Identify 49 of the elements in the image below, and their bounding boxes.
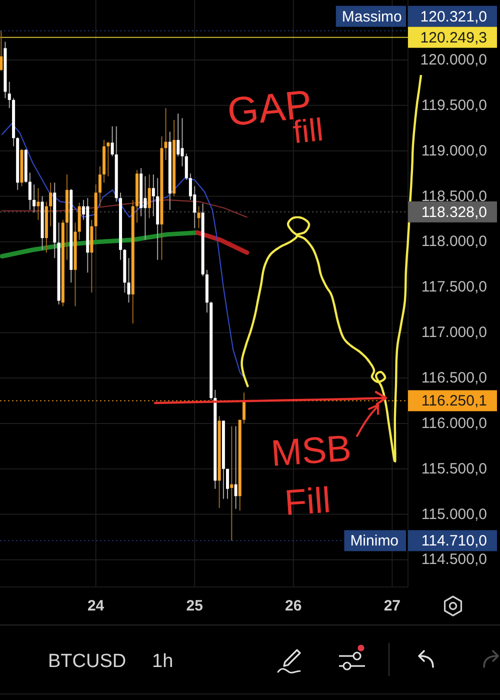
candlestick [164, 108, 168, 160]
candlestick [127, 258, 130, 304]
y-tick-label: 114.500,0 [421, 551, 487, 568]
y-tick-label: 119.500,0 [421, 96, 487, 114]
candlestick [230, 426, 234, 542]
candlestick [32, 184, 36, 214]
line-series [1, 123, 244, 377]
y-tick-label: 120.000,0 [420, 51, 487, 68]
y-tick-label: 117.000,0 [421, 324, 487, 342]
y-tick-label: 115.500,0 [421, 460, 487, 478]
candlestick [98, 166, 102, 207]
y-tick-label: 118.000,0 [421, 233, 487, 250]
line-series [1, 199, 248, 218]
candlestick [176, 113, 180, 157]
ref-line-label: 120.249,3 [420, 28, 487, 46]
candlestick [226, 468, 230, 500]
candlestick [110, 126, 114, 157]
candlestick [242, 392, 246, 424]
x-tick-label: 27 [384, 598, 401, 614]
candlestick [49, 182, 52, 227]
candlestick [36, 188, 40, 220]
y-tick-label: 119.000,0 [421, 142, 487, 160]
y-tick-label: 116.000,0 [421, 414, 487, 432]
annotation: GAP fill [225, 82, 325, 150]
candlestick [184, 153, 188, 180]
x-tick-label: 24 [87, 598, 105, 614]
x-tick-label: 26 [285, 598, 302, 614]
x-tick-label: 25 [186, 598, 203, 614]
text: Massimo 120.321,0 [342, 8, 487, 25]
candlestick [148, 174, 151, 219]
candlestick [144, 176, 147, 240]
candlestick [180, 118, 184, 167]
candlestick [0, 30, 3, 72]
ref-line-label: 118.328,0 [421, 203, 487, 220]
candlestick [106, 141, 110, 177]
candlestick [197, 206, 200, 229]
text: 1h [152, 651, 174, 672]
text: Minimo 114.710,0 [350, 532, 487, 550]
candlestick [8, 81, 11, 109]
ref-line-label: 116.250,1 [421, 392, 487, 410]
candlestick [28, 172, 32, 210]
candlestick [152, 174, 155, 217]
annotation: MSB Fill [270, 427, 353, 524]
y-tick-label: 117.500,0 [421, 278, 487, 296]
y-tick-label: 115.000,0 [421, 506, 487, 523]
candlestick [234, 426, 238, 510]
y-tick-label: 118.500,0 [421, 188, 487, 205]
y-tick-label: 116.500,0 [421, 370, 487, 387]
text: BTCUSD [48, 651, 126, 672]
